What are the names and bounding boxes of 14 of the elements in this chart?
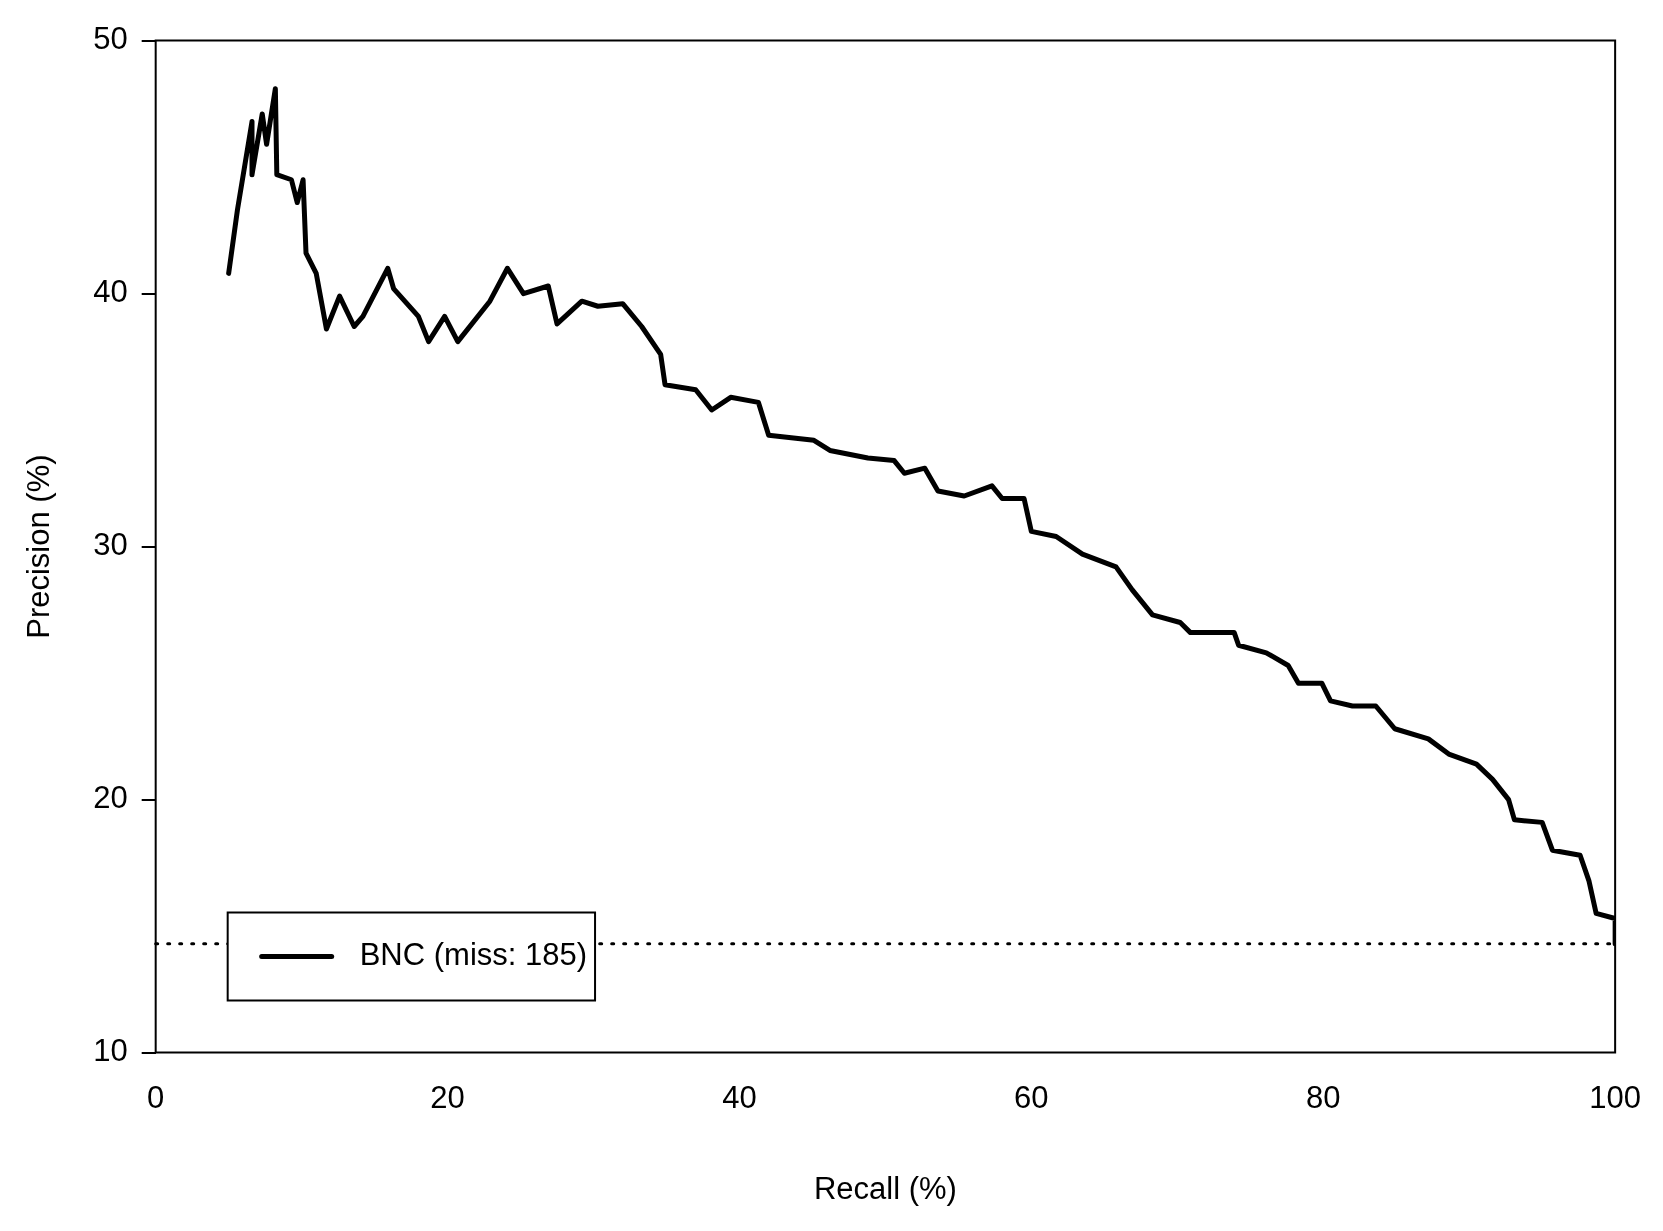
x-tick-label: 20	[430, 1079, 465, 1115]
x-tick-label: 100	[1589, 1079, 1642, 1115]
x-tick-label: 40	[722, 1079, 757, 1115]
y-tick-label: 40	[93, 274, 128, 310]
x-tick-label: 0	[147, 1079, 165, 1115]
y-axis-title: Precision (%)	[21, 454, 57, 639]
x-tick-label: 80	[1306, 1079, 1341, 1115]
x-tick-label: 60	[1014, 1079, 1049, 1115]
y-tick-label: 10	[93, 1033, 128, 1069]
y-tick-label: 50	[93, 21, 128, 57]
x-axis-title: Recall (%)	[813, 1170, 957, 1206]
y-tick-label: 20	[93, 780, 128, 816]
y-tick-label: 30	[93, 527, 128, 563]
legend-label: BNC (miss: 185)	[359, 937, 588, 973]
